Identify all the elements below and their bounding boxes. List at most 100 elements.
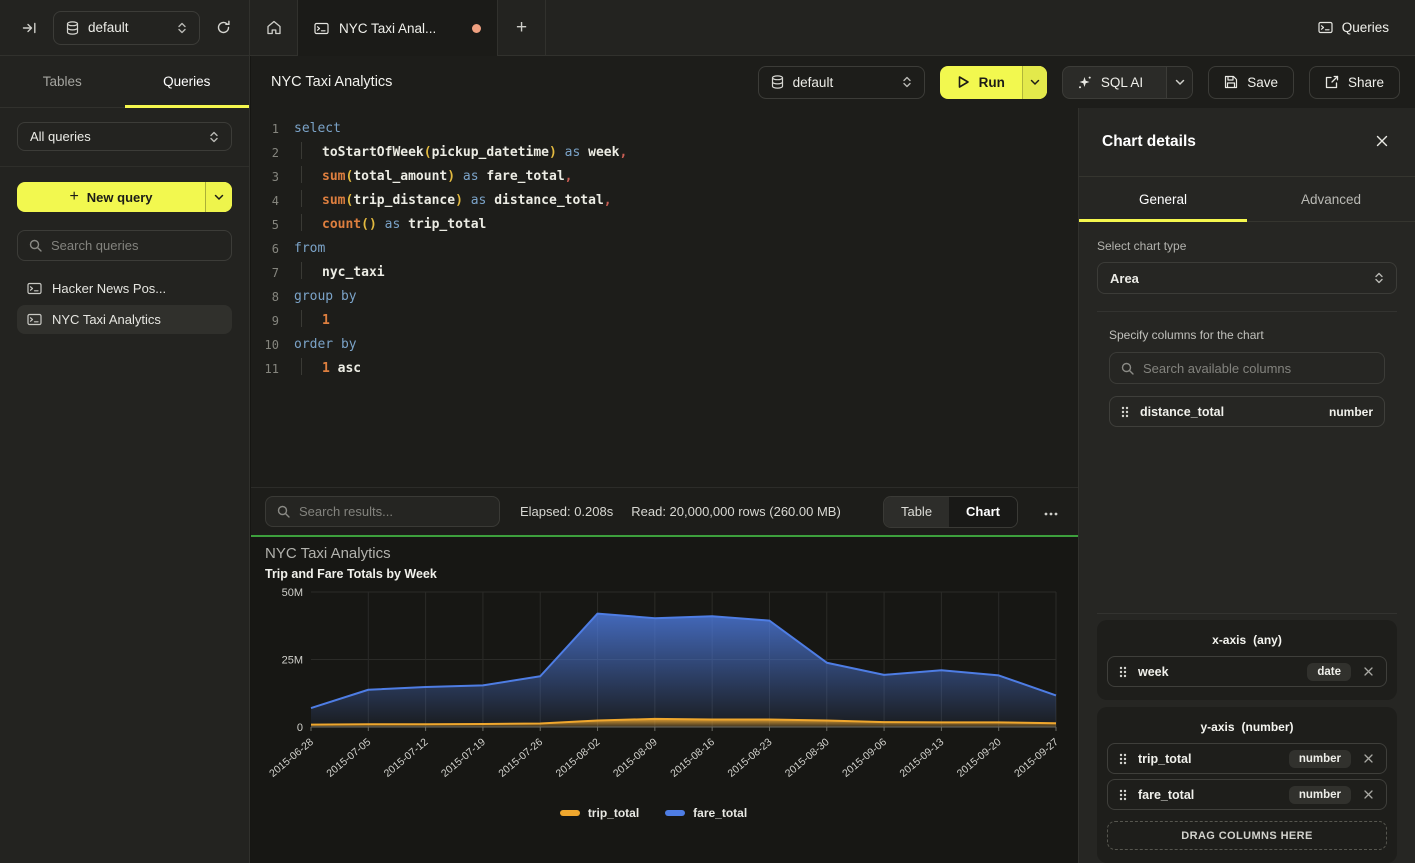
chart-type-select[interactable]: Area [1097,262,1397,294]
code-line-1: 1 select [271,121,341,136]
drag-handle-icon [1119,666,1127,677]
save-button[interactable]: Save [1208,65,1294,99]
sidebar-query-item-1[interactable]: NYC Taxi Analytics [17,305,232,334]
chart-panel: NYC Taxi Analytics Trip and Fare Totals … [251,537,1078,863]
column-chip-week[interactable]: week date [1107,656,1387,687]
panel-divider [1097,311,1397,312]
search-results-input[interactable] [299,504,488,519]
run-button[interactable]: Run [939,65,1047,99]
home-icon [266,20,281,35]
code-line-11: 11 1 asc [251,357,1078,381]
legend-swatch [559,810,580,816]
code-line-8: 8 group by [271,289,357,304]
svg-text:2015-08-23: 2015-08-23 [726,736,775,780]
legend-label: trip_total [587,806,640,820]
tab-general[interactable]: General [1079,177,1247,222]
chevron-updown-icon [210,131,218,142]
home-tab-button[interactable] [250,0,298,55]
run-dropdown-button[interactable] [1021,65,1047,99]
code-line-10: 10 order by [264,337,357,352]
new-query-button[interactable]: + New query [17,182,232,212]
svg-text:50M: 50M [282,587,303,599]
drag-handle-icon [1121,406,1129,417]
code-line-5: 5 count() as trip_total [251,213,1078,237]
chart-details-title: Chart details [1102,133,1196,150]
svg-text:2015-07-12: 2015-07-12 [382,736,431,780]
sidebar-query-item-0[interactable]: Hacker News Pos... [17,274,232,303]
legend-item-fare_total[interactable]: fare_total [665,806,747,820]
remove-column-button[interactable] [1362,788,1375,801]
document-header: NYC Taxi Analytics default Run SQL AI Sa… [251,56,1415,108]
tab-nyc-taxi-analytics[interactable]: NYC Taxi Anal... [298,0,498,56]
svg-text:2015-07-19: 2015-07-19 [439,736,488,780]
page-title: NYC Taxi Analytics [271,74,393,90]
panel-resize-divider[interactable] [251,535,1078,537]
remove-column-button[interactable] [1362,665,1375,678]
y-axis-card: y-axis (number) trip_total number fare_tota… [1097,707,1397,863]
share-button[interactable]: Share [1308,65,1400,99]
sidebar-tab-tables[interactable]: Tables [42,74,82,89]
close-panel-button[interactable] [1372,131,1392,154]
column-chip-trip_total[interactable]: trip_total number [1107,743,1387,774]
sql-ai-button[interactable]: SQL AI [1061,65,1194,99]
chevron-updown-icon [902,76,911,88]
close-icon [1376,135,1388,146]
sql-ai-label: SQL AI [1100,74,1144,90]
elapsed-time: Elapsed: 0.208s [520,504,614,519]
collapse-sidebar-button[interactable] [16,15,43,41]
svg-text:2015-07-26: 2015-07-26 [496,736,545,780]
search-queries-input[interactable] [51,238,220,253]
search-results-box [265,496,500,527]
tab-label: NYC Taxi Anal... [339,20,437,36]
column-chip-distance_total[interactable]: distance_total number [1109,396,1385,427]
queries-filter-select[interactable]: All queries [17,122,232,151]
chevron-updown-icon [1375,272,1383,284]
search-icon [277,505,290,518]
legend-swatch [665,810,686,816]
share-label: Share [1347,74,1384,90]
svg-text:2015-08-16: 2015-08-16 [668,736,717,780]
share-icon [1325,75,1339,89]
collapse-sidebar-icon [22,22,36,33]
view-toggle: Table Chart [882,495,1018,528]
code-line-2: 2 toStartOfWeek(pickup_datetime) as week, [251,141,1078,165]
new-query-dropdown-button[interactable] [205,182,232,212]
tab-advanced[interactable]: Advanced [1300,191,1362,207]
code-line-4: 4 sum(trip_distance) as distance_total, [251,189,1078,213]
column-name: trip_total [1138,751,1192,766]
sql-editor[interactable]: 1 select 2 toStartOfWeek(pickup_datetime) a… [251,108,1078,487]
remove-icon [1364,754,1373,763]
column-type-badge: date [1307,662,1351,681]
chart-type-value: Area [1110,270,1139,286]
topbar-database-selector[interactable]: default [53,10,200,45]
search-columns-input[interactable] [1143,360,1373,376]
top-bar: default NYC Taxi Anal... + Queries [0,0,1415,56]
sidebar-tab-queries[interactable]: Queries [124,56,250,108]
queries-button-label: Queries [1341,20,1389,35]
view-toggle-chart[interactable]: Chart [949,496,1017,527]
query-icon [27,282,42,295]
new-tab-button[interactable]: + [498,0,546,55]
chart-details-tabs: General Advanced [1079,177,1415,222]
ellipsis-icon [1044,512,1058,516]
column-chip-fare_total[interactable]: fare_total number [1107,779,1387,810]
refresh-button[interactable] [210,14,237,41]
column-name: week [1138,664,1169,679]
remove-column-button[interactable] [1362,752,1375,765]
view-toggle-table[interactable]: Table [883,496,950,527]
remove-icon [1364,667,1373,676]
code-lines: 1 select 2 toStartOfWeek(pickup_datetime) a… [251,117,1078,381]
more-options-button[interactable] [1038,500,1064,523]
left-sidebar: Tables Queries All queries + New query H… [0,56,250,863]
header-database-selector[interactable]: default [757,65,925,99]
column-name: fare_total [1138,787,1195,802]
queries-button[interactable]: Queries [1292,0,1415,55]
legend-item-trip_total[interactable]: trip_total [559,806,640,820]
sql-ai-dropdown-button[interactable] [1166,66,1193,98]
drag-handle-icon [1119,753,1127,764]
panel-divider [1097,613,1397,614]
query-item-label: Hacker News Pos... [52,281,167,296]
column-type-badge: number [1288,785,1351,804]
drag-columns-dropzone[interactable]: DRAG COLUMNS HERE [1107,821,1387,850]
